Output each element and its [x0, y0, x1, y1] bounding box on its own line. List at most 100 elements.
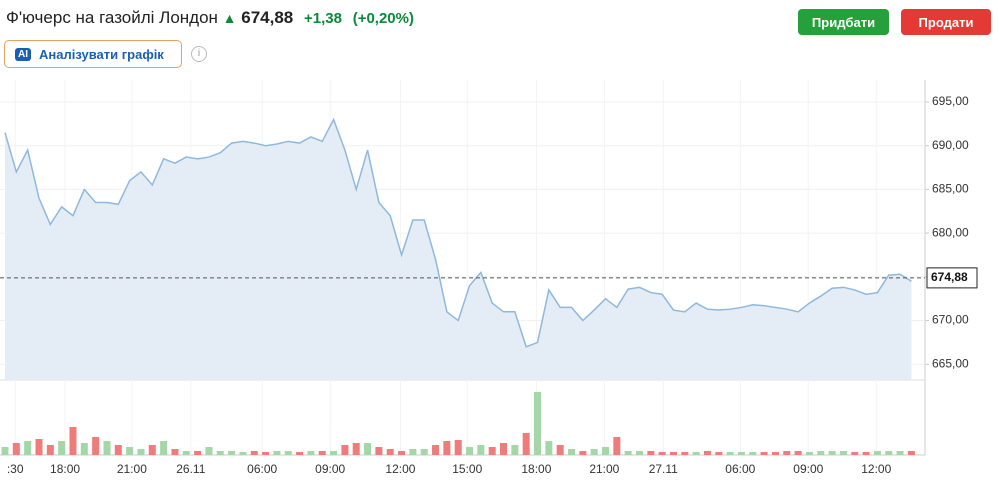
volume-bar	[534, 392, 542, 455]
volume-bar	[817, 451, 825, 455]
y-tick-label: 670,00	[932, 313, 969, 327]
volume-bar	[216, 451, 224, 455]
volume-bar	[205, 447, 213, 455]
volume-bar	[1, 447, 9, 455]
change-pct: (+0,20%)	[352, 10, 414, 27]
volume-bar	[488, 447, 496, 455]
volume-bar	[420, 449, 428, 455]
price: 674,88	[241, 8, 294, 27]
volume-bar	[114, 445, 122, 455]
change: +1,38	[304, 10, 342, 27]
volume-bar	[341, 445, 349, 455]
volume-bar	[171, 449, 179, 455]
volume-bar	[35, 439, 43, 455]
volume-bar	[896, 451, 904, 455]
volume-bar	[182, 451, 190, 455]
volume-bar	[624, 451, 632, 455]
volume-bar	[771, 452, 779, 455]
volume-bar	[318, 451, 326, 455]
volume-bar	[228, 451, 236, 455]
volume-bar	[284, 451, 292, 455]
volume-bar	[511, 445, 519, 455]
volume-bar	[703, 451, 711, 455]
volume-bar	[194, 451, 202, 455]
volume-bar	[262, 452, 270, 455]
x-tick-label: 18:00	[50, 462, 80, 476]
y-tick-label: 680,00	[932, 225, 969, 239]
volume-bar	[907, 451, 915, 455]
volume-bar	[737, 452, 745, 455]
volume-bar	[839, 451, 847, 455]
volume-bar	[330, 451, 338, 455]
y-tick-label: 665,00	[932, 356, 969, 370]
volume-bar	[658, 452, 666, 455]
volume-bar	[239, 452, 247, 455]
x-tick-label: 12:00	[861, 462, 891, 476]
volume-bar	[432, 445, 440, 455]
volume-bar	[601, 447, 609, 455]
volume-bar	[681, 452, 689, 455]
x-tick-label: 15:00	[452, 462, 482, 476]
x-tick-label: 06:00	[725, 462, 755, 476]
volume-bar	[556, 445, 564, 455]
volume-bar	[647, 451, 655, 455]
info-icon[interactable]: i	[191, 46, 207, 62]
volume-bar	[500, 443, 508, 455]
volume-bar	[364, 443, 372, 455]
volume-bar	[669, 452, 677, 455]
x-tick-label: 12:00	[385, 462, 415, 476]
volume-bar	[805, 452, 813, 455]
volume-bar	[692, 452, 700, 455]
x-tick-label: 06:00	[247, 462, 277, 476]
volume-bar	[522, 433, 530, 455]
volume-bar	[635, 451, 643, 455]
ai-badge: AI	[15, 47, 31, 61]
volume-bar	[58, 441, 66, 455]
volume-bar	[126, 447, 134, 455]
volume-bar	[579, 451, 587, 455]
volume-bar	[760, 452, 768, 455]
volume-bar	[307, 451, 315, 455]
y-tick-label: 690,00	[932, 138, 969, 152]
buy-button[interactable]: Придбати	[798, 9, 889, 35]
y-tick-label: 695,00	[932, 94, 969, 108]
volume-bar	[477, 445, 485, 455]
volume-bar	[80, 443, 88, 455]
volume-bar	[794, 451, 802, 455]
volume-bar	[137, 449, 145, 455]
x-tick-label: 21:00	[117, 462, 147, 476]
volume-bar	[12, 443, 20, 455]
volume-bar	[885, 451, 893, 455]
x-tick-label: :30	[7, 462, 24, 476]
volume-bar	[749, 452, 757, 455]
volume-bar	[828, 451, 836, 455]
y-tick-label: 685,00	[932, 182, 969, 196]
volume-bar	[375, 447, 383, 455]
sell-button[interactable]: Продати	[901, 9, 991, 35]
volume-bar	[726, 452, 734, 455]
volume-bar	[783, 451, 791, 455]
volume-bar	[160, 441, 168, 455]
volume-bar	[46, 445, 54, 455]
x-tick-label: 09:00	[793, 462, 823, 476]
x-tick-label: 26.11	[176, 462, 205, 476]
volume-bar	[92, 437, 100, 455]
volume-bar	[545, 441, 553, 455]
analyze-label: Аналізувати графік	[39, 46, 164, 62]
x-tick-label: 21:00	[589, 462, 619, 476]
volume-bar	[24, 441, 32, 455]
volume-bar	[103, 441, 111, 455]
volume-bar	[296, 452, 304, 455]
volume-bar	[409, 449, 417, 455]
last-price-label: 674,88	[931, 270, 968, 284]
volume-bar	[590, 449, 598, 455]
analyze-button[interactable]: AI Аналізувати графік	[4, 40, 182, 68]
price-line	[4, 117, 912, 348]
title: Ф'ючерс на газойлі Лондон	[6, 8, 218, 27]
x-tick-label: 18:00	[521, 462, 551, 476]
volume-bar	[862, 452, 870, 455]
volume-bar	[715, 452, 723, 455]
volume-bar	[568, 449, 575, 455]
